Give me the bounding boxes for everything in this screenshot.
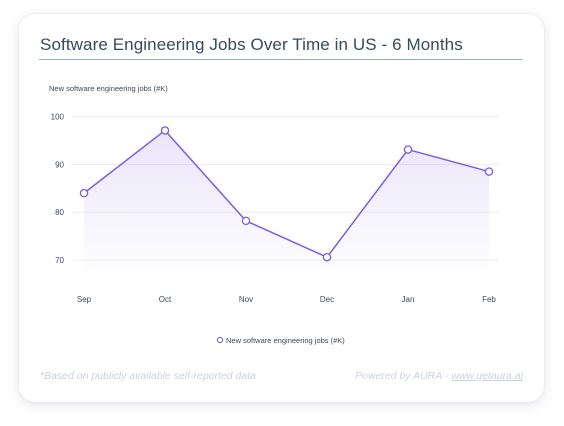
- legend-label: New software engineering jobs (#K): [226, 336, 345, 345]
- data-point: [160, 126, 170, 135]
- x-tick-label: Feb: [482, 295, 496, 304]
- powered-by-label: Powered by AURA -: [355, 370, 452, 382]
- series-line: [83, 129, 490, 258]
- chart-card: Software Engineering Jobs Over Time in U…: [19, 14, 544, 402]
- powered-by-credit: Powered by AURA - www.getaura.ai: [355, 370, 523, 382]
- data-source-note: *Based on publicly available self-report…: [40, 370, 256, 382]
- x-tick-label: Nov: [239, 295, 253, 304]
- y-axis-title: New software engineering jobs (#K): [49, 84, 168, 93]
- line-chart: New software engineering jobs (#K) 70 80 90…: [49, 84, 499, 345]
- x-tick-label: Oct: [159, 295, 172, 304]
- y-tick-label: 70: [55, 256, 64, 265]
- title-divider: [39, 59, 522, 60]
- chart-title: Software Engineering Jobs Over Time in U…: [40, 35, 463, 54]
- data-point: [484, 167, 494, 176]
- legend-marker: [216, 336, 224, 344]
- website-link[interactable]: www.getaura.ai: [451, 370, 523, 382]
- y-tick-label: 90: [55, 160, 64, 169]
- data-point: [241, 216, 251, 226]
- data-point: [79, 188, 89, 198]
- data-point: [403, 145, 413, 154]
- x-tick-label: Sep: [77, 295, 92, 304]
- series-area: [84, 130, 489, 284]
- y-tick-label: 100: [51, 113, 65, 122]
- x-tick-label: Jan: [402, 295, 415, 304]
- data-point: [322, 252, 332, 262]
- legend: New software engineering jobs (#K): [216, 336, 345, 345]
- y-tick-label: 80: [55, 208, 64, 217]
- x-tick-label: Dec: [320, 295, 334, 304]
